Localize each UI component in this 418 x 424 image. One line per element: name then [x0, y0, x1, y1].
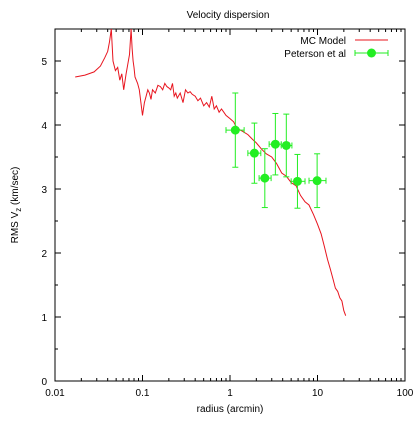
data-point-peterson: [290, 153, 306, 209]
data-point-marker: [260, 173, 270, 183]
data-point-marker: [312, 176, 322, 186]
y-axis: 0 1 2 3 4 5: [41, 57, 405, 388]
x-tick-label: 10: [312, 388, 324, 399]
x-tick-label: 100: [397, 388, 414, 399]
chart-title: Velocity dispersion: [187, 10, 270, 21]
data-point-marker: [281, 140, 291, 150]
y-tick-label: 3: [41, 185, 47, 196]
data-point-marker: [292, 176, 302, 186]
data-point-peterson: [247, 122, 262, 184]
data-point-marker: [270, 139, 280, 149]
y-tick-label: 1: [41, 313, 47, 324]
data-point-peterson: [225, 92, 245, 168]
legend: MC Model Peterson et al: [284, 36, 389, 60]
x-axis: 0.01 0.1 1 10 100: [45, 29, 414, 399]
data-point-peterson: [268, 112, 282, 176]
y-axis-title-main: RMS V: [10, 211, 21, 243]
y-tick-label: 4: [41, 121, 47, 132]
y-axis-title-unit: (km/sec): [10, 167, 21, 208]
data-point-marker: [249, 148, 259, 158]
y-tick-label: 5: [41, 57, 47, 68]
y-axis-title-subscript: z: [14, 208, 23, 212]
data-point-peterson: [258, 148, 272, 209]
legend-label-peterson: Peterson et al: [284, 49, 346, 60]
x-axis-title: radius (arcmin): [197, 404, 264, 415]
plot-frame: [54, 28, 406, 382]
data-point-peterson: [280, 113, 293, 178]
series-layer: [75, 28, 347, 316]
data-point-peterson: [308, 153, 327, 209]
x-tick-label: 0.01: [45, 388, 65, 399]
data-point-marker: [230, 125, 240, 135]
plot-area: [54, 28, 406, 382]
x-tick-label: 0.1: [136, 388, 150, 399]
legend-label-mc-model: MC Model: [300, 36, 346, 47]
x-tick-label: 1: [227, 388, 233, 399]
legend-swatch-peterson-marker: [367, 48, 376, 58]
y-tick-label: 2: [41, 249, 47, 260]
series-line-mc-model: [75, 28, 347, 316]
y-axis-title: RMS Vz (km/sec): [10, 167, 23, 244]
y-tick-label: 0: [41, 377, 47, 388]
